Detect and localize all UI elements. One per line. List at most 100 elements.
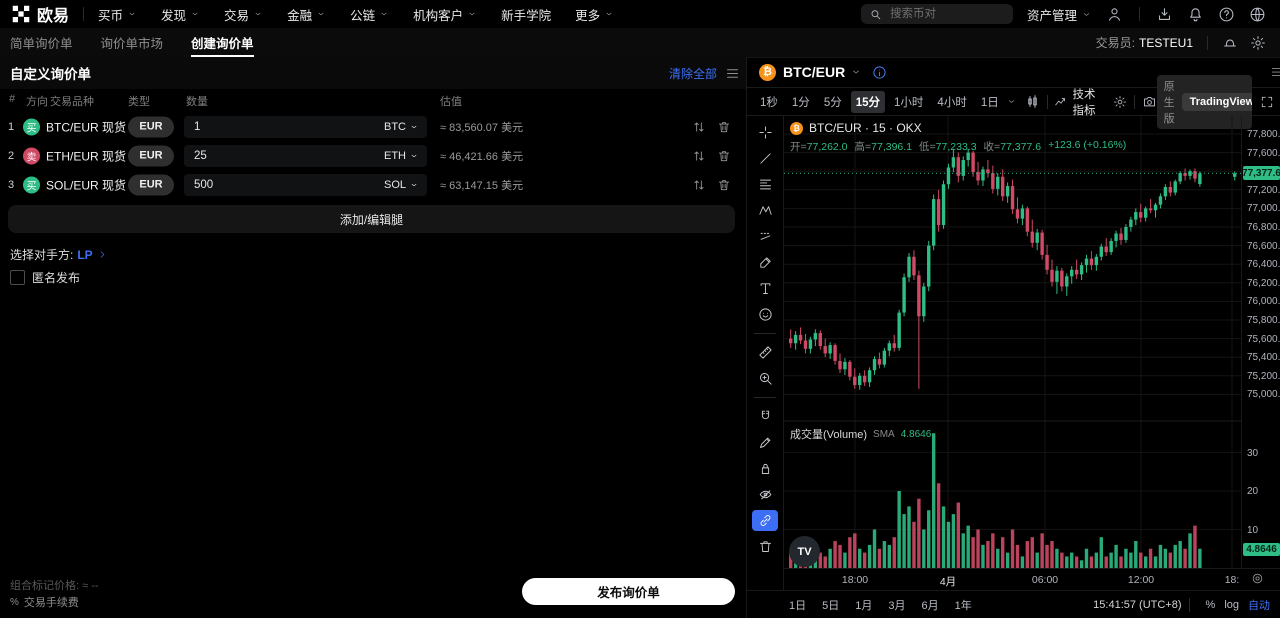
forecast-icon[interactable] [752,226,778,247]
help-icon[interactable] [1218,6,1235,23]
interval-1秒[interactable]: 1秒 [760,96,778,109]
menu-item-发现[interactable]: 发现 [161,5,200,24]
trendline-icon[interactable] [752,148,778,169]
instrument-link[interactable]: ETH/EUR 现货 [46,149,127,163]
draw-icon[interactable] [752,432,778,453]
search-field[interactable] [887,7,1005,21]
menu-item-买币[interactable]: 买币 [98,5,137,24]
menu-item-更多[interactable]: 更多 [575,5,614,24]
time-tick[interactable]: 06:00 [1031,574,1059,586]
interval-1分[interactable]: 1分 [791,96,810,109]
currency-pill[interactable]: EUR [128,145,174,166]
chevron-right-icon[interactable] [113,180,123,190]
amount-input[interactable] [192,148,336,163]
menu-item-公链[interactable]: 公链 [350,5,389,24]
target-icon[interactable] [1251,572,1264,585]
range-1月[interactable]: 1月 [855,599,873,612]
trash-icon[interactable] [717,178,731,192]
camera-icon[interactable] [1142,94,1157,109]
search-input[interactable] [860,4,1013,24]
user-icon[interactable] [1106,6,1123,23]
interval-1日[interactable]: 1日 [980,96,999,109]
price-axis[interactable]: 77,800.077,600.077,400.077,200.077,000.0… [1241,116,1280,568]
indicators-label[interactable]: 技术指标 [1072,88,1096,117]
settings-gear-icon[interactable] [1250,35,1266,51]
chart-settings-icon[interactable] [1113,95,1127,109]
currency-pill[interactable]: EUR [128,116,174,137]
range-1年[interactable]: 1年 [954,599,972,612]
interval-more-icon[interactable] [1006,96,1017,107]
okx-logo[interactable]: 欧易 [0,2,69,26]
trash-icon[interactable] [717,120,731,134]
interval-4小时[interactable]: 4小时 [937,96,967,109]
zoom-in-icon[interactable] [752,368,778,389]
chevron-right-icon[interactable] [97,249,108,260]
currency-pill[interactable]: EUR [128,174,174,195]
time-tick[interactable]: 18: [1224,574,1240,586]
range-6月[interactable]: 6月 [921,599,939,612]
unit-select[interactable]: ETH [384,150,419,162]
info-icon[interactable] [872,65,887,80]
panel-menu-icon[interactable] [725,66,740,81]
amount-field[interactable]: SOL [184,173,427,196]
tab-简单询价单[interactable]: 简单询价单 [10,37,73,51]
add-leg-button[interactable]: 添加/编辑腿 [8,205,735,233]
publish-rfq-button[interactable]: 发布询价单 [522,578,735,605]
crosshair-icon[interactable] [752,122,778,143]
range-1日[interactable]: 1日 [789,599,807,612]
pair-title[interactable]: BTC/EUR [783,64,846,80]
tradingview-mode-button[interactable]: TradingView [1181,92,1253,111]
interval-5分[interactable]: 5分 [823,96,842,109]
brush-icon[interactable] [752,252,778,273]
log-scale-button[interactable]: log [1224,598,1239,611]
menu-item-新手学院[interactable]: 新手学院 [501,5,551,24]
chevron-right-icon[interactable] [113,122,123,132]
instrument-link[interactable]: BTC/EUR 现货 [46,120,127,134]
range-5日[interactable]: 5日 [822,599,840,612]
tab-询价单市场[interactable]: 询价单市场 [100,37,164,51]
native-mode-button[interactable]: 原生版 [1163,80,1175,125]
menu-item-交易[interactable]: 交易 [224,5,263,24]
text-icon[interactable] [752,278,778,299]
instrument-link[interactable]: SOL/EUR 现货 [46,178,127,192]
chart-header-menu-icon[interactable] [1270,65,1280,79]
amount-field[interactable]: BTC [184,115,427,138]
interval-1小时[interactable]: 1小时 [894,96,924,109]
time-axis[interactable]: 18:00 4月 06:00 12:00 18: [784,568,1280,590]
unit-select[interactable]: SOL [384,179,419,191]
anonymous-checkbox[interactable] [10,270,25,285]
interval-15分[interactable]: 15分 [850,90,886,113]
unit-select[interactable]: BTC [384,121,419,133]
xabcd-pattern-icon[interactable] [752,200,778,221]
menu-item-机构客户[interactable]: 机构客户 [413,5,477,24]
assets-menu[interactable]: 资产管理 [1027,5,1092,24]
magnet-icon[interactable] [752,406,778,427]
chart-clock[interactable]: 15:41:57 (UTC+8) [1093,598,1182,611]
candle-type-icon[interactable] [1025,94,1040,109]
time-tick[interactable]: 4月 [939,576,957,588]
range-3月[interactable]: 3月 [888,599,906,612]
time-tick[interactable]: 18:00 [841,574,869,586]
ruler-icon[interactable] [752,342,778,363]
clear-all-button[interactable]: 清除全部 [668,66,717,81]
candlestick-plot[interactable] [784,116,1241,590]
chevron-right-icon[interactable] [113,151,123,161]
link-icon[interactable] [752,510,778,531]
emoji-icon[interactable] [752,304,778,325]
amount-input[interactable] [192,119,336,134]
counterparty-link[interactable]: LP [77,247,93,262]
time-tick[interactable]: 12:00 [1127,574,1155,586]
chevron-down-icon[interactable] [850,66,862,78]
indicators-icon[interactable] [1054,95,1068,109]
remove-icon[interactable] [752,536,778,557]
globe-icon[interactable] [1249,6,1266,23]
amount-input[interactable] [192,177,336,192]
trader-hat-icon[interactable] [1222,35,1238,51]
trash-icon[interactable] [717,149,731,163]
menu-item-金融[interactable]: 金融 [287,5,326,24]
expand-icon[interactable] [1260,95,1274,109]
swap-icon[interactable] [692,149,706,163]
bell-icon[interactable] [1187,6,1204,23]
fib-retracement-icon[interactable] [752,174,778,195]
swap-icon[interactable] [692,120,706,134]
